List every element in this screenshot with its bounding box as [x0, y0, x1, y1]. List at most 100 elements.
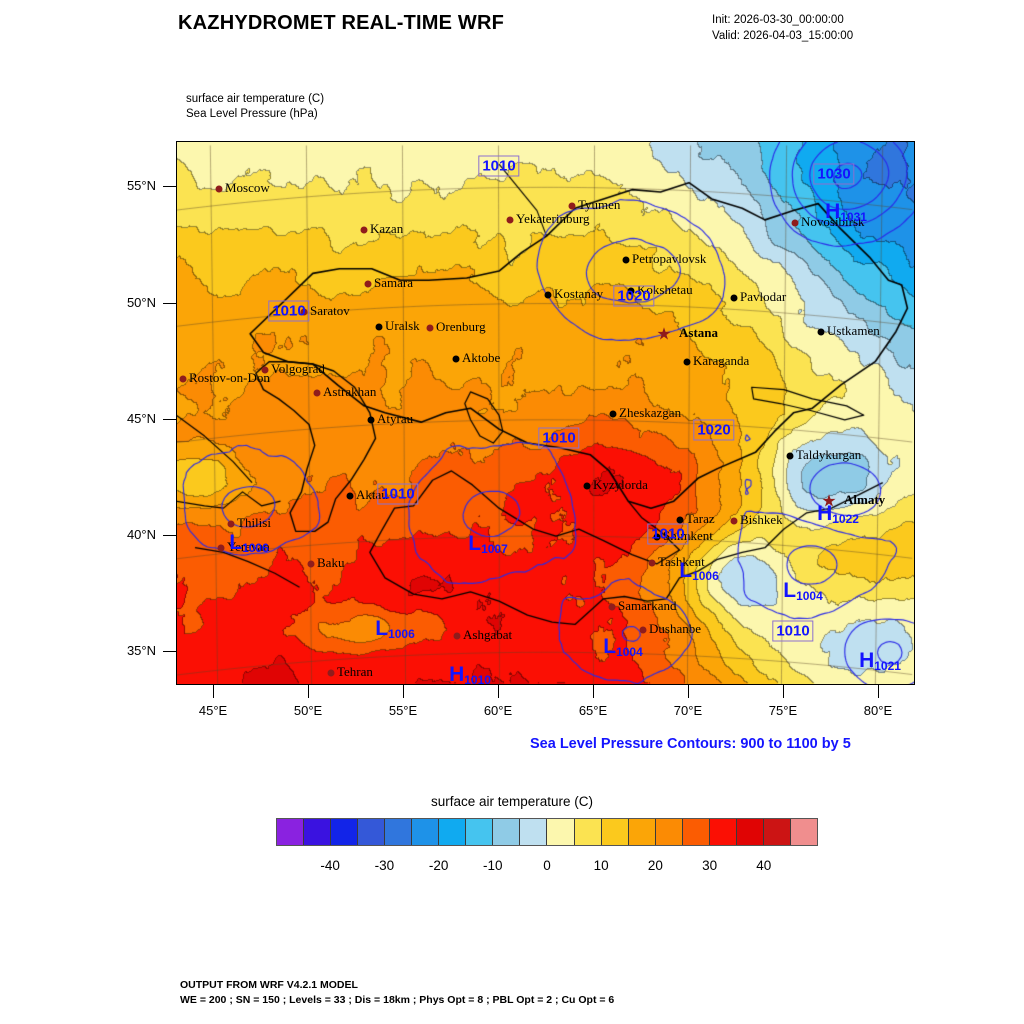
lon-tick [308, 685, 310, 698]
pressure-center-value: 1022 [832, 512, 859, 526]
pressure-center-symbol: H [859, 649, 875, 672]
city-label: Uralsk [385, 318, 420, 333]
colorbar-cell[interactable] [385, 819, 413, 845]
colorbar-tick-label: -20 [428, 858, 449, 873]
lon-tick-label: 75°E [768, 703, 798, 718]
isobar-value-label: 1010 [268, 300, 310, 322]
city-dot-icon [327, 669, 335, 677]
colorbar-cell[interactable] [763, 819, 791, 845]
colorbar-cell[interactable] [412, 819, 440, 845]
lon-tick [498, 685, 499, 698]
colorbar-cell[interactable] [709, 819, 737, 845]
colorbar-cell[interactable] [277, 819, 305, 845]
map-raster-layer [177, 142, 914, 684]
city-dot-icon [653, 533, 661, 541]
city-label: Kyzylorda [593, 477, 648, 492]
lat-tick-label: 55°N [126, 178, 156, 194]
colorbar-cell[interactable] [547, 819, 575, 845]
lat-tick [163, 418, 176, 420]
city-dot-icon [453, 632, 461, 640]
colorbar-tick-label: 30 [702, 858, 718, 873]
city-label: Dushanbe [649, 621, 701, 636]
colorbar-tick-label: -10 [483, 858, 503, 873]
page-title: KAZHYDROMET REAL-TIME WRF [178, 12, 505, 34]
pressure-high-marker: H1022 [817, 503, 859, 525]
city-dot-icon [261, 366, 269, 374]
city-dot-icon [179, 375, 187, 383]
pressure-high-marker: H1021 [859, 650, 901, 672]
city-dot-icon [452, 355, 460, 363]
lon-tick-label: 45°E [198, 703, 228, 718]
city-label: Ustkamen [827, 323, 880, 338]
city-dot-icon [608, 603, 616, 611]
colorbar-tick-labels: -40 -30 -20 -10 0 10 20 30 40 [276, 858, 818, 880]
city-dot-icon [791, 219, 799, 227]
colorbar-cell[interactable] [493, 819, 521, 845]
footer-config-line: WE = 200 ; SN = 150 ; Levels = 33 ; Dis … [180, 994, 615, 1006]
lon-tick-label: 60°E [483, 703, 513, 718]
colorbar-cell[interactable] [601, 819, 629, 845]
colorbar-tick-label: 20 [647, 858, 663, 873]
footer-model-line: OUTPUT FROM WRF V4.2.1 MODEL [180, 979, 358, 991]
colorbar-cell[interactable] [574, 819, 602, 845]
pressure-center-symbol: L [375, 617, 389, 640]
isobar-value-label: 1010 [377, 483, 419, 505]
colorbar-cell[interactable] [682, 819, 710, 845]
colorbar[interactable] [276, 818, 818, 846]
colorbar-tick-label: -30 [374, 858, 395, 873]
lat-tick [163, 535, 176, 537]
pressure-low-marker: L1004 [603, 636, 643, 658]
pressure-high-marker: H1031 [825, 201, 867, 223]
city-dot-icon [367, 416, 375, 424]
city-dot-icon [307, 560, 315, 568]
lon-tick [592, 685, 594, 698]
colorbar-cell[interactable] [304, 819, 332, 845]
colorbar-cell[interactable] [466, 819, 494, 845]
isobar-value-label: 1020 [693, 419, 735, 441]
city-dot-icon [426, 324, 434, 332]
colorbar-cell[interactable] [628, 819, 656, 845]
pressure-low-marker: L1006 [375, 618, 415, 640]
city-label: Petropavlovsk [632, 251, 707, 266]
pressure-center-symbol: H [449, 663, 465, 685]
colorbar-cell[interactable] [655, 819, 683, 845]
city-label: Kostanay [554, 286, 604, 301]
colorbar-cell[interactable] [790, 819, 817, 845]
city-dot-icon [583, 482, 591, 490]
city-dot-icon [375, 323, 383, 331]
city-label: Yerevan [227, 539, 270, 554]
lat-tick-label: 35°N [126, 643, 156, 659]
lon-tick [213, 685, 215, 698]
pressure-low-marker: L1007 [468, 533, 508, 555]
city-dot-icon [215, 185, 223, 193]
variable-label-pressure: Sea Level Pressure (hPa) [186, 108, 318, 120]
pressure-center-symbol: H [825, 200, 841, 223]
colorbar-cell[interactable] [736, 819, 764, 845]
colorbar-cell[interactable] [331, 819, 359, 845]
lon-tick-label: 55°E [388, 703, 418, 718]
colorbar-cell[interactable] [520, 819, 548, 845]
city-dot-icon [676, 516, 684, 524]
colorbar-cell[interactable] [439, 819, 467, 845]
city-label: Samarkand [618, 598, 677, 613]
isobar-value-label: 1010 [538, 427, 580, 449]
city-label: Saratov [310, 303, 350, 318]
city-label: Aktobe [462, 350, 501, 365]
colorbar-tick-label: 10 [593, 858, 609, 873]
city-dot-icon [217, 544, 225, 552]
city-dot-icon [568, 202, 576, 210]
lat-tick-label: 45°N [126, 410, 156, 426]
isobar-value-label: 1010 [647, 523, 689, 545]
lon-tick [403, 685, 405, 698]
lon-tick-label: 80°E [863, 703, 893, 718]
city-dot-icon [817, 328, 825, 336]
capital-star-icon: ★ [656, 324, 672, 344]
pressure-center-symbol: L [783, 579, 797, 602]
colorbar-cell[interactable] [358, 819, 386, 845]
pressure-low-marker: L1004 [783, 580, 823, 602]
city-label: Samara [374, 275, 413, 290]
forecast-map[interactable]: Moscow Kazan Yekaterinburg Tyumen Novosibirs… [176, 141, 915, 685]
city-dot-icon [506, 216, 514, 224]
city-label: Volgograd [271, 361, 325, 376]
